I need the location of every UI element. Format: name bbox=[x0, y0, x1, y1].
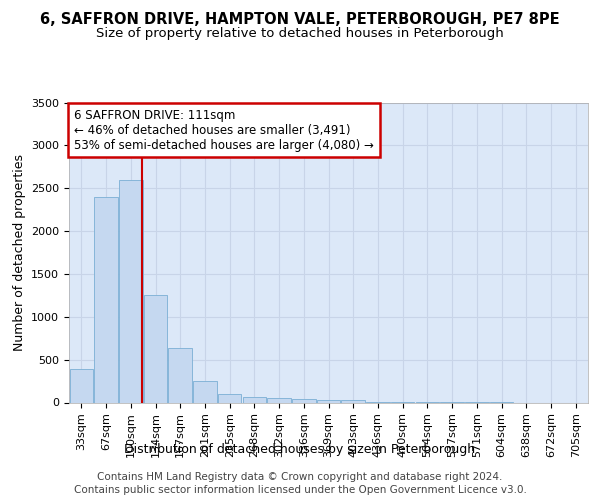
Bar bbox=[268, 398, 291, 402]
Bar bbox=[292, 398, 316, 402]
Bar bbox=[242, 398, 266, 402]
Bar bbox=[144, 296, 167, 403]
Text: Distribution of detached houses by size in Peterborough: Distribution of detached houses by size … bbox=[124, 442, 476, 456]
Bar bbox=[341, 400, 365, 402]
Bar bbox=[317, 400, 340, 402]
Text: 6, SAFFRON DRIVE, HAMPTON VALE, PETERBOROUGH, PE7 8PE: 6, SAFFRON DRIVE, HAMPTON VALE, PETERBOR… bbox=[40, 12, 560, 28]
Text: Contains public sector information licensed under the Open Government Licence v3: Contains public sector information licen… bbox=[74, 485, 526, 495]
Text: Contains HM Land Registry data © Crown copyright and database right 2024.: Contains HM Land Registry data © Crown c… bbox=[97, 472, 503, 482]
Bar bbox=[70, 369, 93, 402]
Bar bbox=[94, 197, 118, 402]
Bar bbox=[218, 394, 241, 402]
Text: Size of property relative to detached houses in Peterborough: Size of property relative to detached ho… bbox=[96, 28, 504, 40]
Bar bbox=[169, 348, 192, 403]
Text: 6 SAFFRON DRIVE: 111sqm
← 46% of detached houses are smaller (3,491)
53% of semi: 6 SAFFRON DRIVE: 111sqm ← 46% of detache… bbox=[74, 108, 374, 152]
Bar bbox=[193, 380, 217, 402]
Y-axis label: Number of detached properties: Number of detached properties bbox=[13, 154, 26, 351]
Bar bbox=[119, 180, 143, 402]
